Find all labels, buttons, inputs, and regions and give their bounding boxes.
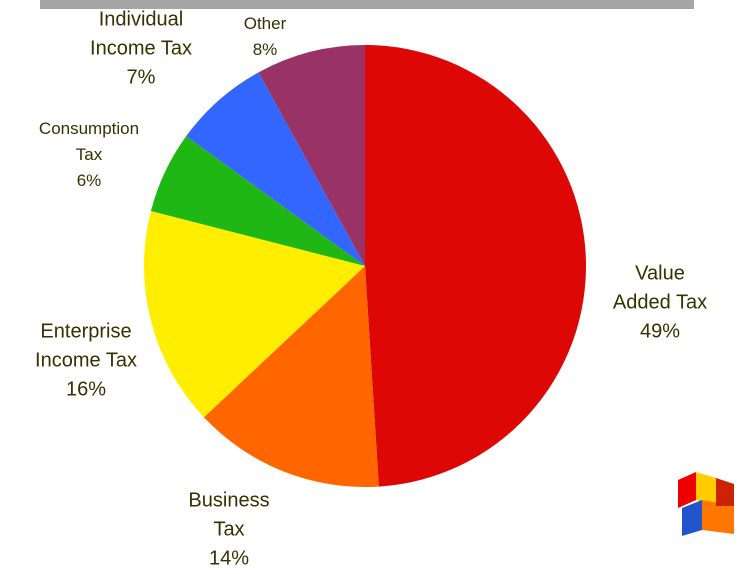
logo-red-block	[678, 472, 696, 508]
hh-logo-icon	[678, 472, 734, 536]
logo-blue-block	[682, 500, 702, 536]
pie-slice-consumption-tax	[150, 136, 365, 266]
top-divider-bar	[40, 0, 694, 9]
label-business-tax: Business Tax 14%	[188, 489, 270, 570]
label-consumption-tax: Consumption Tax 6%	[38, 119, 140, 190]
pie-slice-individual-income-tax	[186, 72, 365, 266]
label-value-added-tax: Value Added Tax 49%	[612, 262, 708, 343]
logo-dark-block	[716, 478, 734, 506]
logo-yellow-block	[696, 472, 716, 506]
label-enterprise-income-tax: Enterprise Income Tax 16%	[35, 320, 137, 401]
pie-slice-business-tax	[203, 266, 379, 487]
pie-slice-enterprise-income-tax	[143, 211, 365, 418]
label-other: Other 8%	[243, 14, 287, 59]
pie-slice-other	[258, 45, 365, 266]
logo-orange-block	[702, 500, 734, 534]
pie-slice-value-added-tax	[365, 45, 587, 487]
label-individual-income-tax: Individual Income Tax 7%	[90, 8, 192, 89]
